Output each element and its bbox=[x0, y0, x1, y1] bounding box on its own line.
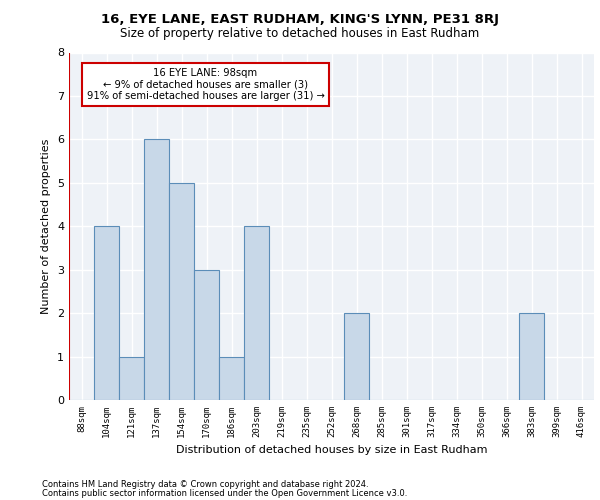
Bar bbox=[119, 356, 144, 400]
Bar bbox=[94, 226, 119, 400]
Bar bbox=[194, 270, 219, 400]
Y-axis label: Number of detached properties: Number of detached properties bbox=[41, 138, 52, 314]
Text: 16 EYE LANE: 98sqm
← 9% of detached houses are smaller (3)
91% of semi-detached : 16 EYE LANE: 98sqm ← 9% of detached hous… bbox=[86, 68, 325, 102]
Text: Contains public sector information licensed under the Open Government Licence v3: Contains public sector information licen… bbox=[42, 488, 407, 498]
Bar bbox=[144, 140, 169, 400]
Text: Size of property relative to detached houses in East Rudham: Size of property relative to detached ho… bbox=[121, 28, 479, 40]
Bar bbox=[219, 356, 244, 400]
Bar bbox=[244, 226, 269, 400]
X-axis label: Distribution of detached houses by size in East Rudham: Distribution of detached houses by size … bbox=[176, 446, 487, 456]
Bar bbox=[344, 313, 369, 400]
Text: 16, EYE LANE, EAST RUDHAM, KING'S LYNN, PE31 8RJ: 16, EYE LANE, EAST RUDHAM, KING'S LYNN, … bbox=[101, 12, 499, 26]
Bar bbox=[519, 313, 544, 400]
Text: Contains HM Land Registry data © Crown copyright and database right 2024.: Contains HM Land Registry data © Crown c… bbox=[42, 480, 368, 489]
Bar bbox=[169, 183, 194, 400]
